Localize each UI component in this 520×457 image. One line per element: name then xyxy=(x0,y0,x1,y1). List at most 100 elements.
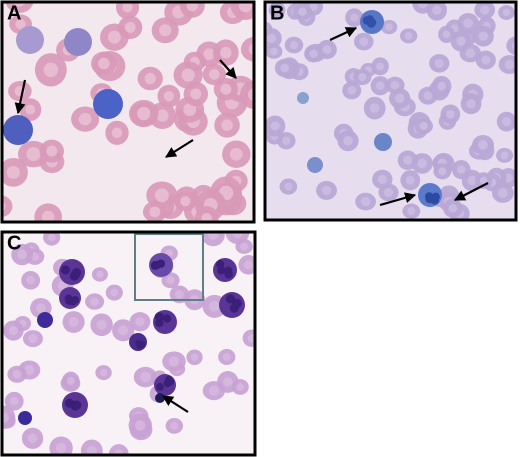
inset-box xyxy=(134,233,204,301)
cell-center xyxy=(181,68,195,82)
cell-center xyxy=(478,140,488,150)
cell-center xyxy=(220,83,232,95)
nucleus-lobe xyxy=(162,314,172,323)
cell-center xyxy=(46,145,58,157)
cell-center xyxy=(68,317,79,327)
cell-center xyxy=(350,13,359,22)
cell-center xyxy=(423,91,433,101)
panel-label: B xyxy=(270,3,284,25)
cell-center xyxy=(96,319,107,330)
cell-center xyxy=(465,48,476,58)
cell-center xyxy=(190,88,202,100)
panel-b-cells xyxy=(265,2,516,220)
cell-center xyxy=(190,353,199,361)
cell-center xyxy=(43,62,59,77)
cell-center xyxy=(419,121,428,131)
cell-center xyxy=(149,206,161,218)
panel-c-cells xyxy=(2,232,255,455)
cell-center xyxy=(26,276,35,285)
arrow xyxy=(14,79,27,115)
cell-center xyxy=(418,2,428,9)
red-cell xyxy=(240,36,254,62)
white-cell xyxy=(307,157,323,173)
red-cell xyxy=(506,36,516,55)
panel-b-border xyxy=(263,0,518,222)
cell-center xyxy=(36,303,46,313)
cell-center xyxy=(478,31,489,41)
cell-center xyxy=(175,289,184,299)
cell-center xyxy=(282,136,291,145)
nucleus-lobe xyxy=(166,377,175,386)
nucleus-lobe xyxy=(224,270,233,279)
cell-center xyxy=(273,6,281,14)
cell-center xyxy=(180,196,191,207)
cell-center xyxy=(437,81,447,91)
cell-center xyxy=(124,21,136,33)
arrow xyxy=(165,139,194,158)
cell-center xyxy=(417,158,427,169)
nucleus-lobe xyxy=(431,192,440,201)
arrow xyxy=(379,192,417,207)
cell-center xyxy=(403,155,413,165)
cell-center xyxy=(289,40,299,50)
nucleus-lobe xyxy=(367,18,377,27)
red-cell xyxy=(2,195,13,218)
panel-a-border xyxy=(0,0,256,224)
white-cell xyxy=(374,133,392,151)
white-cell xyxy=(18,411,32,425)
cell-center xyxy=(321,185,332,196)
cell-center xyxy=(220,46,232,59)
cell-center xyxy=(111,127,123,139)
cell-center xyxy=(163,91,174,102)
cell-center xyxy=(98,57,110,70)
cell-center xyxy=(481,55,491,65)
nucleus-lobe xyxy=(154,312,164,321)
cell-center xyxy=(203,48,215,61)
cell-center xyxy=(25,104,36,115)
white-cell xyxy=(3,115,33,145)
cell-center xyxy=(432,5,442,15)
arrows xyxy=(14,27,489,413)
cell-center xyxy=(384,187,394,197)
cell-center xyxy=(222,377,233,387)
cell-center xyxy=(309,49,318,58)
nucleus-lobe xyxy=(232,298,242,308)
cell-center xyxy=(463,18,474,29)
cell-center xyxy=(66,376,75,385)
cell-center xyxy=(269,47,278,56)
cell-center xyxy=(26,147,41,162)
cell-center xyxy=(110,288,119,297)
cell-center xyxy=(266,33,277,43)
cell-center xyxy=(159,24,172,37)
cell-center xyxy=(170,421,179,430)
nucleus-lobe xyxy=(72,400,82,410)
cell-center xyxy=(298,7,307,17)
panel-c-border xyxy=(0,230,257,457)
cell-center xyxy=(90,297,99,306)
cell-center xyxy=(17,249,28,260)
cell-center xyxy=(47,233,56,242)
white-cell xyxy=(155,393,165,403)
cell-center xyxy=(309,2,318,11)
cell-center xyxy=(209,69,220,80)
cell-center xyxy=(221,119,233,131)
nucleus-lobe xyxy=(216,260,225,269)
cell-center xyxy=(394,93,405,104)
cell-center xyxy=(236,383,245,391)
cell-center xyxy=(137,106,151,121)
cell-center xyxy=(9,396,19,406)
arrow xyxy=(329,27,357,41)
cell-center xyxy=(86,445,97,455)
arrow xyxy=(219,59,237,79)
cell-center xyxy=(502,117,511,127)
cell-center xyxy=(377,174,387,184)
cell-center xyxy=(209,300,220,312)
cell-center xyxy=(243,260,254,270)
cell-center xyxy=(15,19,26,30)
cell-center xyxy=(238,2,253,13)
cell-center xyxy=(99,368,108,377)
cell-center xyxy=(24,365,35,375)
cell-center xyxy=(208,385,219,396)
cell-center xyxy=(247,88,254,102)
